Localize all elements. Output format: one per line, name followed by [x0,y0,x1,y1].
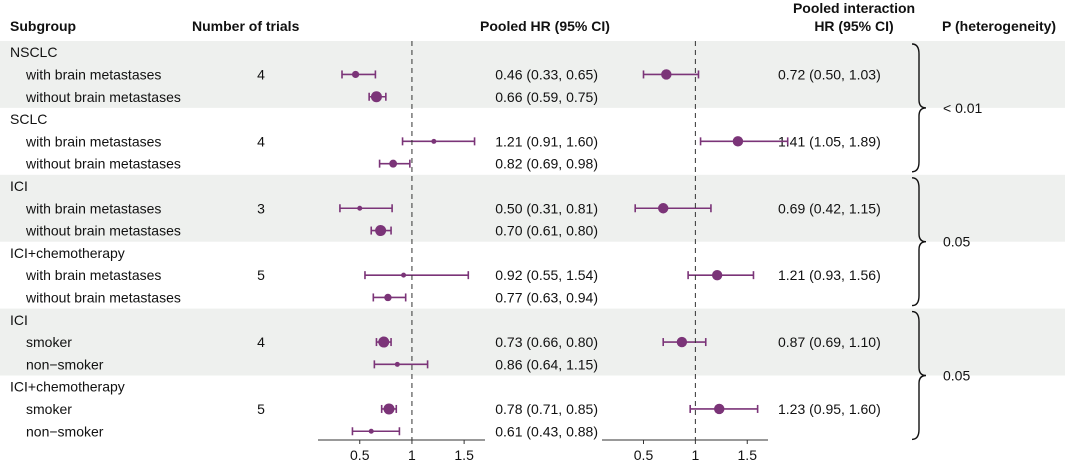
row-label: smoker [26,334,72,350]
heterogeneity-brace [911,310,927,441]
hr-point [378,336,390,348]
interaction-point [732,136,744,147]
hr-ci-label: 0.70 (0.61, 0.80) [495,223,598,239]
heterogeneity-braces: < 0.01 0.05 0.05 [911,43,983,441]
hr-point [394,361,400,367]
interaction-point [714,403,725,415]
header-pooled-hr: Pooled HR (95% CI) [480,18,610,34]
group-shade-band [0,174,1065,242]
hr-ci-label: 0.50 (0.31, 0.81) [495,200,598,216]
header-interaction-line1: Pooled interaction [793,0,915,16]
group-label: ICI [10,312,28,328]
group-label: SCLC [10,111,47,127]
group-label: ICI+chemotherapy [10,245,125,261]
header-subgroup: Subgroup [10,18,76,34]
heterogeneity-p-value: < 0.01 [943,100,983,116]
x-tick-label: 1.5 [738,447,758,463]
group-shade-band [0,41,1065,108]
hr-ci-label: 0.92 (0.55, 1.54) [495,267,598,283]
trials-count: 5 [257,401,265,417]
interaction-hr-ci-label: 1.21 (0.93, 1.56) [778,267,881,283]
row-label: without brain metastases [25,156,181,172]
header-trials: Number of trials [192,18,300,34]
hr-point [389,159,398,168]
row-label: with brain metastases [25,267,161,283]
hr-point [370,91,382,103]
group-label: NSCLC [10,44,57,60]
hr-ci-label: 0.46 (0.33, 0.65) [495,66,598,82]
heterogeneity-p-value: 0.05 [943,234,970,250]
x-tick-label: 0.5 [350,447,370,463]
header-p-heterogeneity: P (heterogeneity) [942,18,1056,34]
hr-ci-label: 0.82 (0.69, 0.98) [495,156,598,172]
trials-count: 5 [257,267,265,283]
hr-point [384,293,392,302]
hr-point [351,70,360,79]
heterogeneity-p-value: 0.05 [943,368,970,384]
group-shade-band [0,308,1065,376]
interaction-point [661,69,672,80]
row-label: without brain metastases [25,89,181,105]
heterogeneity-brace [911,177,927,307]
x-tick-label: 1.5 [454,447,474,463]
hr-ci-label: 0.61 (0.43, 0.88) [495,423,598,439]
hr-point [401,272,407,278]
plot-marks [339,41,789,440]
x-axes: 0.5 1 1.5 0.5 1 1.5 [318,439,768,463]
group-label: ICI [10,178,28,194]
row-label: with brain metastases [25,133,161,149]
x-tick-label: 1 [691,447,699,463]
interaction-hr-ci-label: 0.87 (0.69, 1.10) [778,334,881,350]
hr-point [375,225,387,237]
interaction-point [658,203,669,214]
row-label: non−smoker [26,356,104,372]
column-headers: Subgroup Number of trials Pooled HR (95%… [10,0,1056,34]
interaction-point [711,269,723,281]
hr-ci-label: 1.21 (0.91, 1.60) [495,133,598,149]
hr-ci-label: 0.73 (0.66, 0.80) [495,334,598,350]
hr-ci-label: 0.78 (0.71, 0.85) [495,401,598,417]
interaction-hr-ci-label: 0.69 (0.42, 1.15) [778,200,881,216]
row-label: with brain metastases [25,200,161,216]
row-label: without brain metastases [25,289,181,305]
row-shading [0,41,1065,376]
x-tick-label: 0.5 [634,447,654,463]
table-rows: NSCLC with brain metastases 0.46 (0.33, 0.… [10,44,881,439]
x-tick-label: 1 [408,447,416,463]
hr-point [383,403,395,415]
interaction-hr-ci-label: 0.72 (0.50, 1.03) [778,66,881,82]
hr-point [431,138,437,144]
hr-ci-label: 0.77 (0.63, 0.94) [495,289,598,305]
hr-ci-label: 0.86 (0.64, 1.15) [495,356,598,372]
heterogeneity-brace [911,43,927,173]
trials-count: 4 [257,66,265,82]
interaction-hr-ci-label: 1.41 (1.05, 1.89) [778,133,881,149]
row-label: with brain metastases [25,66,161,82]
hr-ci-label: 0.66 (0.59, 0.75) [495,89,598,105]
trials-count: 3 [257,200,265,216]
row-label: without brain metastases [25,223,181,239]
hr-point [357,205,363,211]
interaction-point [676,336,688,348]
group-label: ICI+chemotherapy [10,379,125,395]
hr-point [368,428,374,434]
interaction-hr-ci-label: 1.23 (0.95, 1.60) [778,401,881,417]
header-interaction-line2: HR (95% CI) [814,18,893,34]
row-label: non−smoker [26,423,104,439]
row-label: smoker [26,401,72,417]
trials-count: 4 [257,334,265,350]
trials-count: 4 [257,133,265,149]
